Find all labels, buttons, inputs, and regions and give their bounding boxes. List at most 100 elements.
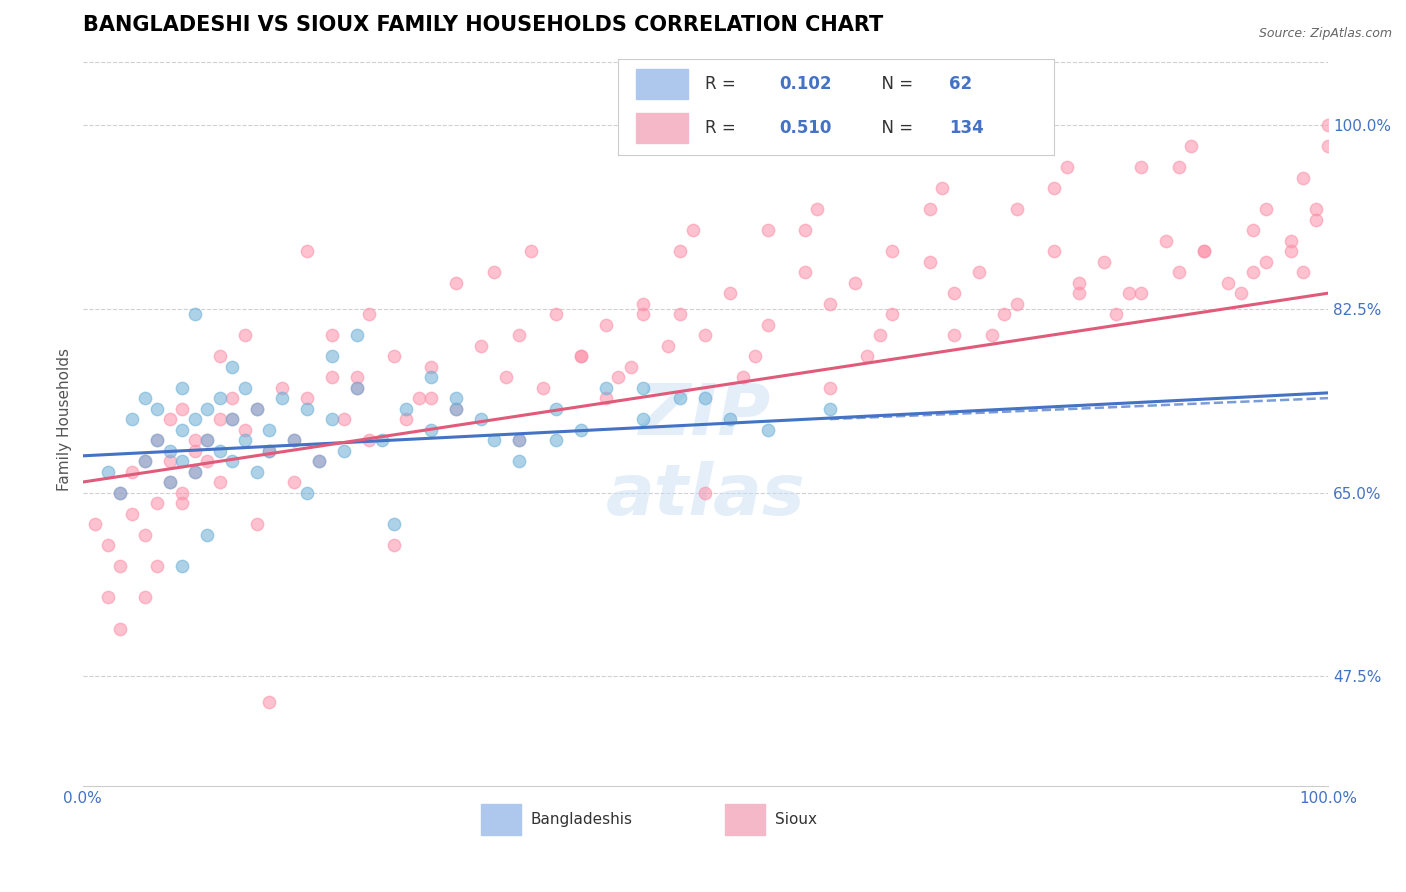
Point (333, 443, 356, 458)
Point (108, 622, 131, 636)
Point (1230, 286, 1253, 301)
Point (969, 265, 991, 279)
Point (1167, 265, 1189, 279)
Point (669, 391, 692, 405)
Point (283, 475, 305, 489)
Point (1043, 181, 1066, 195)
Point (96, 591, 118, 605)
Point (1067, 286, 1090, 301)
Point (308, 454, 330, 468)
Point (657, 338, 679, 352)
Y-axis label: Family Households: Family Households (58, 348, 72, 491)
Point (134, 527, 156, 541)
Point (183, 307, 205, 321)
Point (382, 516, 405, 531)
Point (321, 328, 343, 343)
Point (295, 485, 318, 500)
Point (121, 412, 143, 426)
Point (408, 391, 430, 405)
Point (446, 401, 468, 416)
Point (346, 381, 368, 395)
Point (1005, 202, 1028, 217)
Point (818, 296, 841, 310)
Point (108, 485, 131, 500)
Point (1192, 244, 1215, 259)
Point (270, 391, 292, 405)
Point (569, 349, 592, 363)
Point (321, 349, 343, 363)
Point (321, 412, 343, 426)
Point (146, 401, 169, 416)
Point (233, 423, 256, 437)
Point (1118, 286, 1140, 301)
Point (183, 443, 205, 458)
Point (108, 559, 131, 574)
Point (183, 412, 205, 426)
Point (882, 307, 904, 321)
Point (682, 223, 704, 237)
Point (1305, 212, 1327, 227)
Point (121, 507, 143, 521)
Point (508, 433, 530, 447)
Point (195, 433, 218, 447)
Point (544, 307, 567, 321)
Point (195, 433, 218, 447)
Point (208, 443, 231, 458)
Point (195, 454, 218, 468)
Point (631, 381, 654, 395)
Point (544, 433, 567, 447)
Point (1279, 244, 1302, 259)
Point (1292, 170, 1315, 185)
Point (172, 423, 194, 437)
Point (844, 276, 866, 290)
Point (818, 401, 841, 416)
Point (420, 423, 443, 437)
Point (395, 412, 418, 426)
Point (918, 202, 941, 217)
Point (208, 475, 231, 489)
Point (495, 370, 517, 384)
Point (96, 538, 118, 552)
Point (259, 443, 281, 458)
Point (569, 349, 592, 363)
Point (259, 443, 281, 458)
Point (446, 401, 468, 416)
Point (470, 412, 492, 426)
Point (221, 391, 243, 405)
Point (246, 401, 269, 416)
Point (159, 412, 181, 426)
Point (221, 359, 243, 374)
Point (346, 370, 368, 384)
Point (172, 485, 194, 500)
Point (631, 307, 654, 321)
Point (620, 359, 643, 374)
Point (96, 465, 118, 479)
Point (482, 433, 505, 447)
Point (856, 349, 879, 363)
Point (446, 276, 468, 290)
Point (1241, 265, 1264, 279)
Point (221, 412, 243, 426)
Point (233, 381, 256, 395)
Text: Source: ZipAtlas.com: Source: ZipAtlas.com (1258, 27, 1392, 40)
Point (669, 307, 692, 321)
Point (756, 223, 779, 237)
Point (208, 412, 231, 426)
Point (695, 485, 717, 500)
Point (259, 423, 281, 437)
Point (233, 328, 256, 343)
Point (134, 591, 156, 605)
Point (756, 423, 779, 437)
Point (246, 401, 269, 416)
Point (221, 412, 243, 426)
Point (221, 454, 243, 468)
Point (595, 318, 617, 332)
Point (1130, 286, 1153, 301)
Point (1167, 161, 1189, 175)
Point (172, 496, 194, 510)
Point (146, 559, 169, 574)
Point (146, 433, 169, 447)
Point (508, 433, 530, 447)
Point (794, 265, 817, 279)
Point (370, 433, 392, 447)
